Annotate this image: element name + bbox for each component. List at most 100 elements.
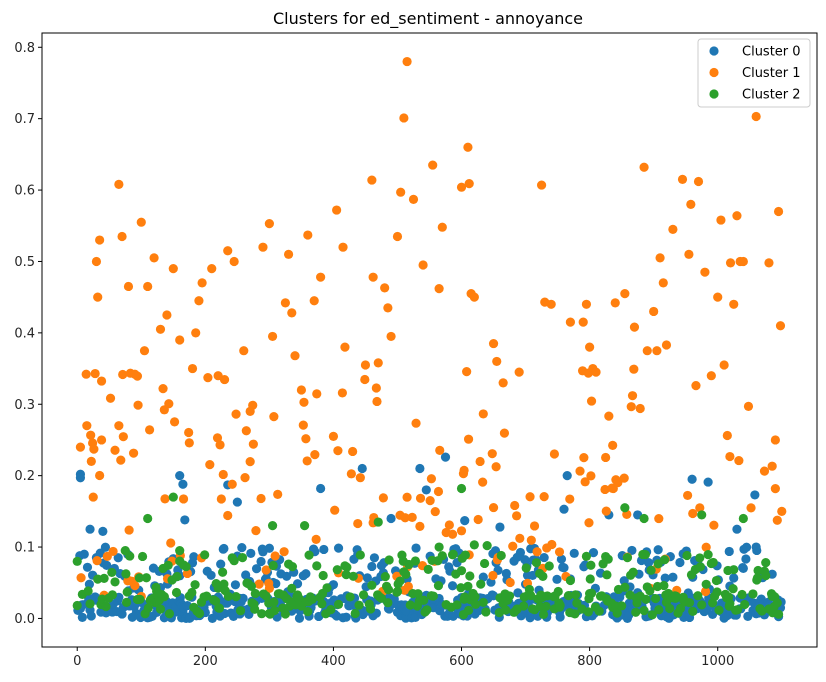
cluster-1-point — [149, 253, 159, 263]
cluster-1-point — [415, 493, 426, 503]
cluster-0-point — [703, 477, 713, 487]
y-tick-label: 0.5 — [14, 255, 35, 270]
cluster-1-point — [164, 399, 174, 409]
cluster-0-point — [643, 558, 654, 568]
cluster-2-point — [761, 571, 771, 581]
cluster-1-point — [463, 434, 474, 444]
cluster-1-point — [360, 374, 370, 385]
cluster-2-point — [541, 601, 551, 611]
cluster-1-point — [368, 272, 378, 282]
cluster-2-point — [620, 582, 630, 592]
cluster-1-point — [328, 431, 339, 441]
cluster-1-point — [155, 324, 166, 334]
cluster-2-point — [620, 503, 630, 513]
cluster-2-point — [269, 605, 280, 616]
cluster-1-point — [661, 340, 672, 350]
cluster-1-point — [652, 346, 662, 356]
cluster-1-point — [444, 520, 454, 530]
cluster-0-point — [675, 557, 685, 568]
cluster-2-point — [456, 583, 466, 593]
cluster-1-point — [654, 513, 664, 524]
cluster-1-point — [688, 508, 698, 519]
cluster-1-point — [175, 335, 185, 345]
cluster-1-point — [668, 224, 678, 234]
cluster-1-point — [229, 256, 239, 267]
cluster-1-point — [464, 179, 474, 189]
cluster-0-point — [100, 542, 111, 552]
cluster-1-point — [469, 292, 479, 302]
cluster-0-point — [333, 543, 344, 553]
cluster-1-point — [95, 235, 105, 245]
cluster-0-point — [415, 463, 425, 474]
cluster-1-point — [267, 331, 278, 342]
cluster-1-point — [187, 363, 198, 374]
cluster-2-point — [553, 586, 563, 597]
cluster-2-point — [659, 580, 669, 591]
cluster-1-point — [309, 296, 319, 306]
cluster-0-point — [294, 613, 305, 623]
cluster-2-point — [303, 606, 313, 617]
cluster-1-point — [213, 371, 223, 381]
cluster-0-point — [98, 526, 108, 536]
cluster-2-point — [122, 587, 132, 597]
cluster-0-point — [82, 562, 93, 572]
cluster-1-point — [231, 409, 241, 419]
cluster-1-point — [684, 249, 694, 259]
y-axis: 0.0 0.1 0.2 0.3 0.4 0.5 0.6 0.7 0.8 — [14, 41, 42, 627]
cluster-1-point — [581, 299, 592, 309]
cluster-1-point — [691, 380, 701, 391]
cluster-2-point — [83, 586, 93, 596]
cluster-2-point — [684, 598, 695, 608]
cluster-2-point — [246, 581, 257, 592]
cluster-1-point — [434, 284, 444, 294]
cluster-2-point — [376, 593, 387, 603]
cluster-1-point — [488, 570, 498, 581]
cluster-1-point — [301, 434, 311, 444]
cluster-2-point — [365, 604, 376, 614]
cluster-1-point — [759, 466, 770, 476]
cluster-2-point — [452, 600, 462, 610]
legend-label-cluster-1: Cluster 1 — [742, 66, 801, 81]
cluster-2-point — [757, 606, 767, 616]
cluster-1-point — [700, 267, 710, 277]
cluster-2-point — [538, 609, 549, 619]
cluster-1-point — [649, 306, 659, 317]
cluster-2-point — [725, 599, 735, 609]
cluster-1-point — [178, 494, 189, 504]
cluster-2-point — [410, 556, 421, 566]
cluster-1-point — [279, 547, 289, 557]
cluster-2-point — [460, 550, 470, 560]
cluster-2-point — [504, 591, 515, 601]
cluster-2-point — [107, 590, 118, 600]
cluster-1-point — [725, 451, 735, 462]
cluster-2-point — [383, 585, 394, 595]
cluster-2-point — [354, 600, 364, 610]
cluster-2-point — [159, 592, 169, 602]
cluster-1-point — [478, 477, 488, 487]
cluster-1-point — [505, 577, 515, 588]
cluster-1-point — [400, 513, 410, 523]
cluster-1-point — [296, 385, 306, 395]
cluster-2-point — [373, 517, 383, 527]
cluster-1-point — [261, 565, 271, 575]
cluster-0-point — [216, 559, 226, 569]
cluster-2-point — [688, 606, 698, 617]
cluster-2-point — [603, 554, 613, 564]
cluster-2-point — [729, 565, 739, 575]
cluster-1-point — [701, 542, 711, 552]
cluster-2-point — [175, 546, 185, 556]
cluster-0-point — [515, 547, 526, 558]
cluster-0-point — [751, 542, 761, 552]
cluster-0-point — [369, 553, 380, 563]
cluster-1-point — [706, 371, 716, 381]
cluster-2-point — [135, 594, 145, 604]
cluster-1-point — [475, 456, 485, 467]
cluster-1-point — [415, 521, 425, 532]
cluster-2-point — [210, 596, 221, 606]
cluster-1-point — [316, 272, 326, 282]
cluster-1-point — [725, 258, 736, 268]
cluster-2-point — [714, 605, 724, 615]
cluster-1-point — [158, 384, 168, 394]
cluster-1-point — [642, 346, 652, 356]
y-tick-label: 0.3 — [14, 398, 35, 413]
